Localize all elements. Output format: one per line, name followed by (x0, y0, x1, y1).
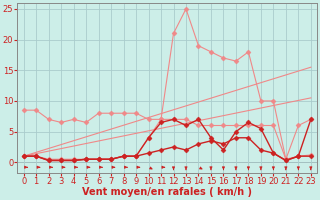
X-axis label: Vent moyen/en rafales ( km/h ): Vent moyen/en rafales ( km/h ) (82, 187, 252, 197)
